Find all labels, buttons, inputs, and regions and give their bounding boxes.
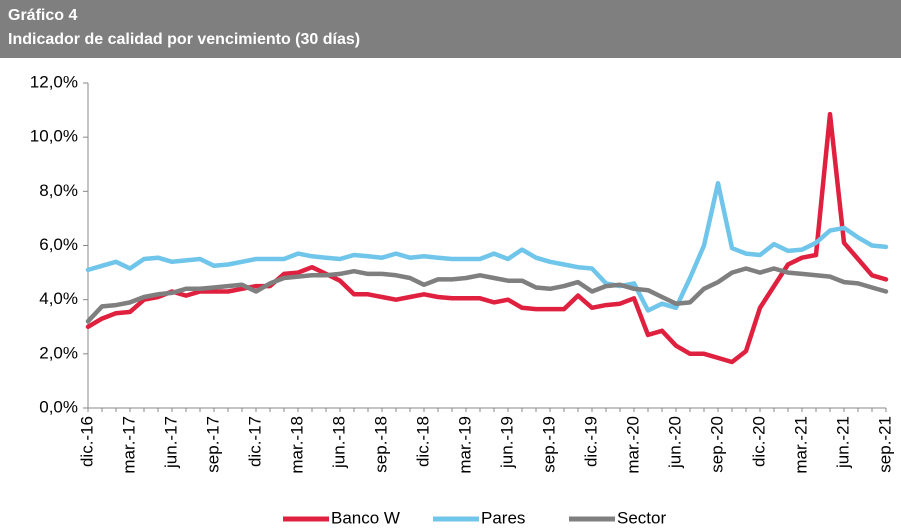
x-tick-label: sep.-17 [203,416,222,473]
y-tick-label: 8,0% [39,181,78,200]
y-tick-label: 2,0% [39,343,78,362]
x-tick-label: sep.-18 [371,416,390,473]
x-tick-label: sep.-19 [539,416,558,473]
y-tick-label: 12,0% [30,72,78,91]
y-tick-label: 4,0% [39,289,78,308]
x-tick-label: sep.-21 [875,416,894,473]
header-band [0,0,901,58]
x-tick-label: jun.-20 [665,416,684,469]
chart-subtitle: Indicador de calidad por vencimiento (30… [8,31,360,48]
x-tick-label: jun.-18 [329,416,348,469]
legend-label: Banco W [331,508,400,527]
x-tick-label: mar.-20 [623,416,642,474]
chart-title: Gráfico 4 [8,7,77,24]
x-tick-label: jun.-21 [833,416,852,469]
x-tick-label: dic.-18 [413,416,432,467]
x-tick-label: mar.-18 [287,416,306,474]
x-tick-label: mar.-21 [791,416,810,474]
x-tick-label: dic.-16 [77,416,96,467]
x-tick-label: dic.-20 [749,416,768,467]
series-line [85,111,889,365]
legend-label: Pares [481,508,525,527]
series-line [85,266,889,324]
x-tick-label: mar.-17 [119,416,138,474]
x-tick-label: dic.-19 [581,416,600,467]
legend-label: Sector [617,508,666,527]
series-line [85,180,889,313]
x-tick-label: dic.-17 [245,416,264,467]
x-tick-label: mar.-19 [455,416,474,474]
y-tick-label: 6,0% [39,235,78,254]
x-tick-label: jun.-19 [497,416,516,469]
y-tick-label: 10,0% [30,127,78,146]
x-tick-label: sep.-20 [707,416,726,473]
y-tick-label: 0,0% [39,397,78,416]
x-tick-label: jun.-17 [161,416,180,469]
